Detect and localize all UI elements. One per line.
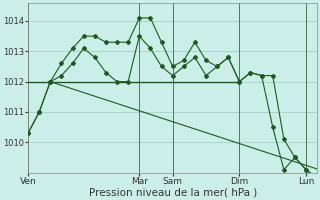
X-axis label: Pression niveau de la mer( hPa ): Pression niveau de la mer( hPa )	[89, 187, 257, 197]
